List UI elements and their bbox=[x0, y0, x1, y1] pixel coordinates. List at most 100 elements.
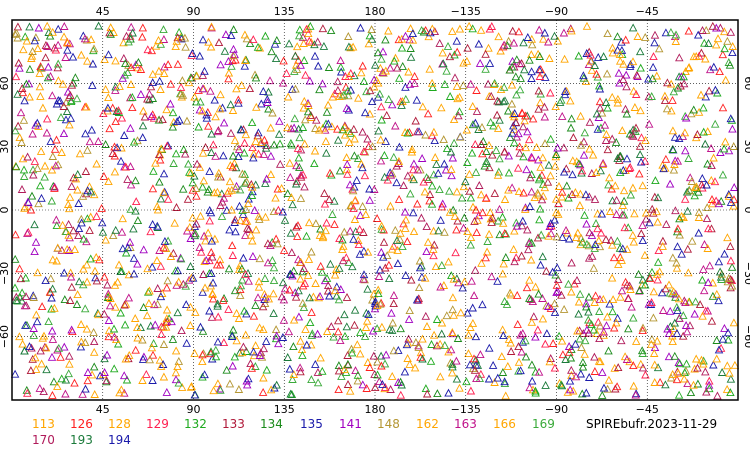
observation-marker bbox=[246, 359, 255, 368]
observation-marker bbox=[518, 337, 528, 346]
observation-marker bbox=[363, 134, 372, 143]
observation-marker bbox=[720, 27, 729, 36]
observation-marker bbox=[468, 318, 478, 327]
observation-marker bbox=[602, 69, 612, 78]
observation-marker bbox=[495, 204, 504, 213]
observation-marker bbox=[590, 243, 599, 252]
observation-marker bbox=[593, 209, 602, 218]
observation-marker bbox=[689, 380, 698, 389]
observation-marker bbox=[48, 152, 58, 160]
observation-marker bbox=[378, 379, 387, 388]
observation-marker bbox=[363, 247, 373, 256]
observation-marker bbox=[559, 28, 569, 37]
observation-marker bbox=[307, 375, 316, 384]
observation-marker bbox=[615, 168, 625, 177]
observation-marker bbox=[196, 247, 206, 256]
observation-marker bbox=[99, 109, 108, 118]
observation-marker bbox=[541, 380, 550, 389]
observation-marker bbox=[499, 259, 508, 268]
observation-marker bbox=[426, 356, 436, 365]
observation-marker bbox=[615, 155, 624, 164]
observation-marker bbox=[472, 374, 481, 383]
observation-marker bbox=[264, 87, 273, 96]
observation-marker bbox=[325, 168, 335, 177]
observation-marker bbox=[373, 78, 383, 87]
observation-marker bbox=[483, 79, 493, 88]
observation-marker bbox=[33, 163, 42, 172]
observation-marker bbox=[430, 27, 440, 36]
observation-marker bbox=[483, 237, 492, 245]
observation-marker bbox=[423, 109, 433, 118]
observation-marker bbox=[418, 334, 427, 343]
observation-marker bbox=[89, 362, 99, 371]
observation-marker bbox=[346, 128, 355, 137]
observation-marker bbox=[74, 224, 84, 233]
observation-marker bbox=[484, 43, 493, 52]
observation-marker bbox=[638, 220, 647, 229]
observation-marker bbox=[302, 24, 311, 33]
observation-marker bbox=[241, 55, 251, 64]
observation-marker bbox=[54, 76, 63, 85]
observation-marker bbox=[278, 207, 288, 216]
observation-marker bbox=[296, 257, 306, 266]
observation-marker bbox=[295, 133, 304, 142]
observation-marker bbox=[369, 82, 379, 91]
observation-marker bbox=[631, 390, 640, 399]
observation-marker bbox=[129, 137, 139, 146]
observation-marker bbox=[162, 105, 171, 114]
observation-marker bbox=[10, 254, 20, 263]
observation-marker bbox=[219, 151, 228, 160]
observation-marker bbox=[283, 92, 293, 101]
observation-marker bbox=[277, 183, 286, 192]
observation-marker bbox=[33, 268, 42, 277]
observation-marker bbox=[31, 353, 40, 362]
observation-marker bbox=[59, 129, 69, 138]
observation-marker bbox=[438, 48, 447, 57]
observation-marker bbox=[220, 46, 230, 55]
observation-marker bbox=[106, 294, 115, 302]
observation-marker bbox=[638, 326, 647, 335]
observation-marker bbox=[39, 387, 48, 396]
observation-marker bbox=[336, 285, 346, 293]
observation-marker bbox=[451, 248, 460, 257]
observation-marker bbox=[693, 379, 703, 388]
observation-marker bbox=[25, 92, 34, 101]
observation-marker bbox=[541, 72, 550, 81]
observation-marker bbox=[188, 213, 197, 222]
observation-marker bbox=[640, 156, 650, 165]
observation-marker bbox=[289, 342, 298, 351]
observation-marker bbox=[380, 359, 390, 368]
observation-marker bbox=[510, 109, 519, 117]
observation-marker bbox=[17, 288, 27, 297]
observation-marker bbox=[419, 27, 429, 36]
observation-marker bbox=[271, 54, 281, 63]
observation-marker bbox=[177, 326, 186, 335]
observation-marker bbox=[89, 347, 99, 356]
observation-marker bbox=[269, 140, 279, 149]
observation-marker bbox=[471, 332, 481, 341]
observation-marker bbox=[605, 207, 615, 215]
observation-marker bbox=[47, 352, 57, 361]
observation-marker bbox=[622, 109, 632, 118]
observation-marker bbox=[364, 39, 374, 48]
observation-marker bbox=[719, 144, 729, 153]
observation-marker bbox=[498, 368, 508, 376]
observation-marker bbox=[618, 210, 627, 219]
observation-marker bbox=[359, 147, 369, 156]
observation-marker bbox=[342, 159, 352, 168]
observation-marker bbox=[449, 138, 459, 147]
observation-marker bbox=[495, 154, 504, 163]
observation-marker bbox=[58, 220, 67, 229]
observation-marker bbox=[687, 177, 697, 185]
observation-marker bbox=[13, 296, 22, 305]
observation-marker bbox=[343, 86, 353, 95]
observation-marker bbox=[20, 346, 29, 355]
observation-marker bbox=[425, 196, 434, 205]
observation-marker bbox=[717, 368, 727, 376]
observation-marker bbox=[225, 225, 234, 234]
observation-marker bbox=[699, 359, 708, 368]
observation-marker bbox=[505, 65, 514, 74]
observation-marker bbox=[704, 380, 714, 389]
observation-marker bbox=[707, 316, 717, 325]
observation-marker bbox=[574, 51, 583, 60]
